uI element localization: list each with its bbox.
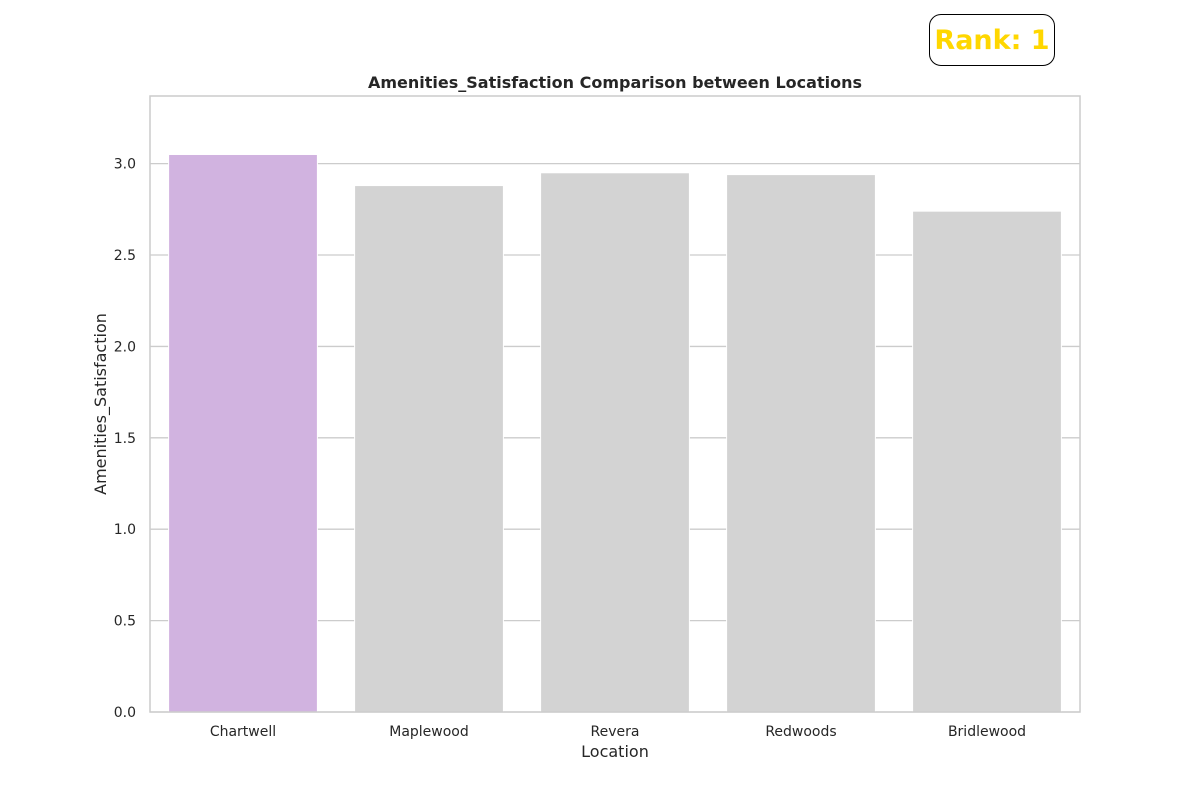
bar-revera — [540, 172, 690, 713]
x-tick-label: Bridlewood — [948, 724, 1026, 740]
y-tick-labels: 0.0 0.5 1.0 1.5 2.0 2.5 3.0 — [114, 157, 136, 721]
x-tick-label: Chartwell — [210, 724, 276, 740]
x-tick-label: Redwoods — [765, 724, 836, 740]
plot-frame — [149, 95, 1081, 713]
x-tick-label: Maplewood — [389, 724, 469, 740]
y-tick-label: 3.0 — [114, 157, 136, 173]
rank-badge: Rank: 1 — [929, 14, 1055, 66]
bar-maplewood — [354, 185, 504, 713]
y-axis-label: Amenities_Satisfaction — [91, 313, 111, 495]
x-tick-label: Revera — [591, 724, 640, 740]
bar-bridlewood — [912, 210, 1062, 713]
y-tick-label: 2.5 — [114, 248, 136, 264]
chart-title: Amenities_Satisfaction Comparison betwee… — [368, 73, 862, 92]
y-tick-label: 1.0 — [114, 522, 136, 538]
bar-redwoods — [726, 174, 876, 713]
y-tick-label: 0.0 — [114, 705, 136, 721]
bars — [168, 153, 1062, 713]
y-tick-label: 0.5 — [114, 614, 136, 630]
x-tick-labels: Chartwell Maplewood Revera Redwoods Bridlewo… — [210, 724, 1026, 740]
y-tick-label: 2.0 — [114, 339, 136, 355]
bar-chartwell — [168, 153, 318, 713]
y-tick-label: 1.5 — [114, 431, 136, 447]
x-axis-label: Location — [581, 742, 649, 761]
